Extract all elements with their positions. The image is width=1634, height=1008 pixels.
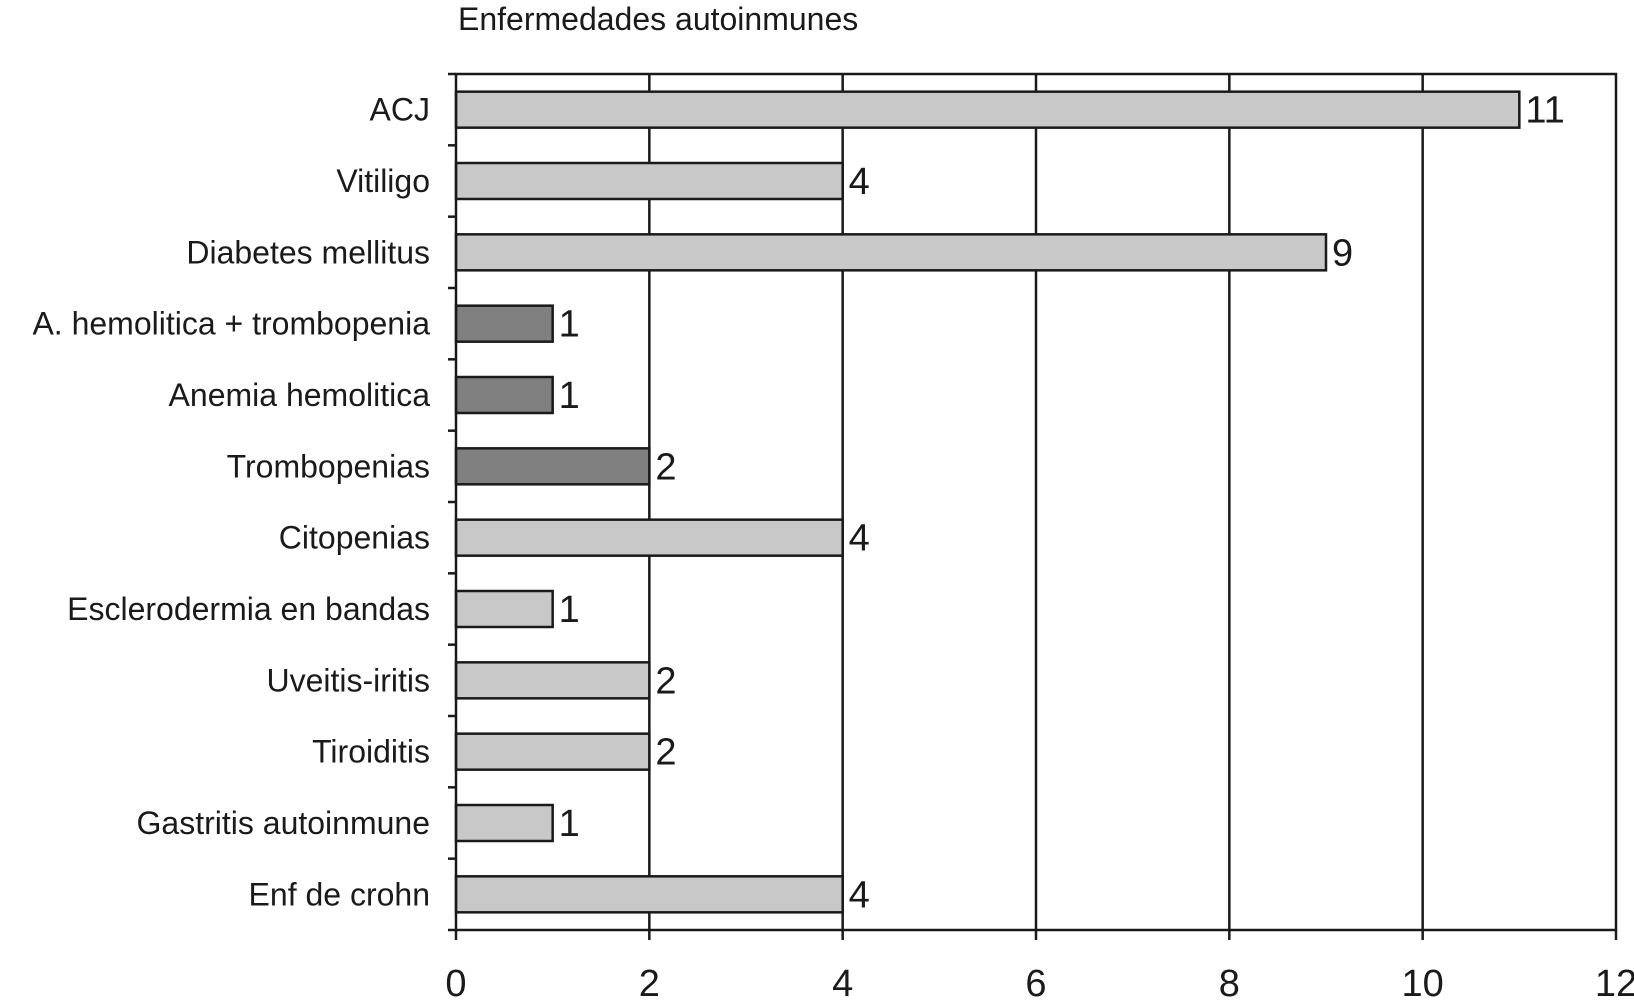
bar — [454, 447, 651, 486]
data-label: 11 — [1525, 90, 1564, 132]
x-tick-label: 6 — [1025, 963, 1046, 1005]
bar — [454, 661, 651, 700]
bar — [454, 90, 1521, 129]
bar — [454, 375, 554, 415]
chart-title: Enfermedades autoinmunes — [458, 1, 858, 37]
x-tick-label: 0 — [445, 963, 466, 1005]
data-label: 4 — [849, 874, 870, 916]
category-label: Uveitis-iritis — [266, 662, 430, 698]
bar — [454, 518, 844, 557]
bar — [454, 875, 844, 914]
category-label: Diabetes mellitus — [186, 234, 430, 270]
bar — [454, 233, 1328, 272]
x-tick-label: 4 — [832, 963, 853, 1005]
bar — [454, 304, 554, 343]
category-label: Tiroiditis — [312, 734, 430, 770]
data-label: 9 — [1332, 232, 1353, 274]
gridlines — [648, 74, 1424, 930]
x-tick-labels: 0 2 4 6 8 10 12 — [445, 963, 1634, 1005]
category-label: A. hemolitica + trombopenia — [32, 306, 430, 342]
bar — [454, 803, 554, 843]
data-label: 4 — [849, 161, 870, 203]
category-label: Anemia hemolitica — [169, 377, 431, 413]
data-label: 2 — [655, 732, 676, 774]
bar — [454, 732, 651, 771]
category-labels: ACJ Vitiligo Diabetes mellitus A. hemolitic… — [32, 92, 430, 913]
data-label: 1 — [559, 589, 580, 631]
data-label: 1 — [559, 304, 580, 346]
category-label: Esclerodermia en bandas — [67, 591, 430, 627]
bar — [454, 161, 844, 201]
bars — [454, 90, 1521, 914]
data-label: 2 — [655, 660, 676, 702]
x-tick-label: 10 — [1402, 963, 1444, 1005]
x-tick-label: 8 — [1219, 963, 1240, 1005]
category-label: Enf de crohn — [249, 876, 430, 912]
data-label: 2 — [655, 446, 676, 488]
category-label: ACJ — [370, 92, 430, 128]
x-tick-label: 2 — [639, 963, 660, 1005]
category-label: Trombopenias — [227, 448, 430, 484]
x-tick-label: 12 — [1595, 963, 1634, 1005]
category-label: Citopenias — [279, 520, 430, 556]
bar — [454, 589, 554, 629]
data-label: 1 — [559, 803, 580, 845]
axes — [448, 72, 1618, 940]
data-label: 4 — [849, 518, 870, 560]
data-label: 1 — [559, 375, 580, 417]
category-label: Gastritis autoinmune — [137, 805, 430, 841]
category-label: Vitiligo — [336, 163, 430, 199]
